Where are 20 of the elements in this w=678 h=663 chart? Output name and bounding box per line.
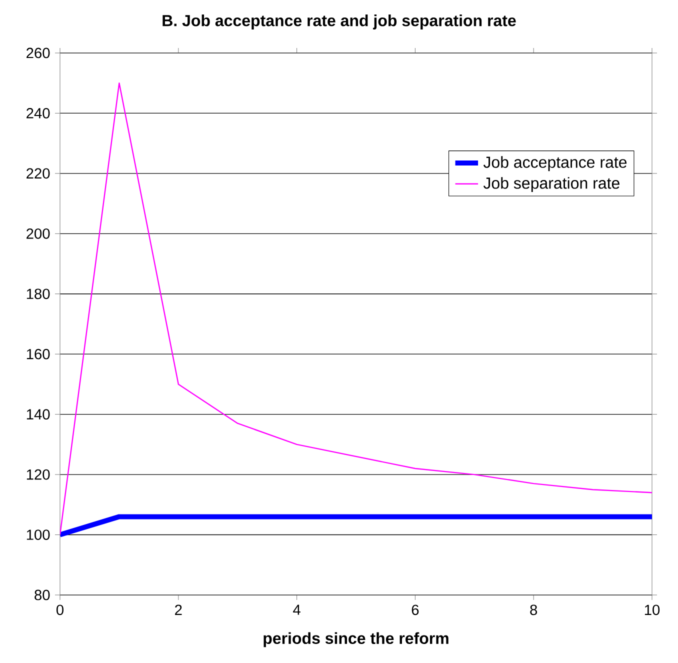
y-tick-label: 140 [26, 409, 50, 420]
x-tick-label: 0 [56, 604, 64, 616]
y-tick-label: 220 [26, 168, 50, 179]
y-tick-label: 180 [26, 288, 50, 300]
x-tick-label: 2 [175, 604, 182, 615]
x-tick-label: 8 [530, 604, 538, 616]
legend-label: Job separation rate [483, 177, 620, 192]
y-tick-label: 200 [26, 228, 50, 239]
chart-title: B. Job acceptance rate and job separation rate [162, 14, 516, 30]
x-axis-title: periods since the reform [264, 632, 448, 648]
x-tick-label: 10 [644, 604, 660, 616]
y-tick-label: 240 [26, 108, 50, 118]
y-tick-label: 120 [26, 469, 50, 480]
y-tick-label: 100 [26, 530, 50, 540]
legend-label: Job acceptance rate [483, 156, 627, 172]
x-tick-label: 6 [412, 604, 419, 616]
y-tick-label: 260 [26, 48, 50, 58]
y-tick-label: 80 [34, 590, 50, 600]
x-tick-label: 4 [293, 604, 300, 615]
y-tick-label: 160 [26, 348, 50, 360]
